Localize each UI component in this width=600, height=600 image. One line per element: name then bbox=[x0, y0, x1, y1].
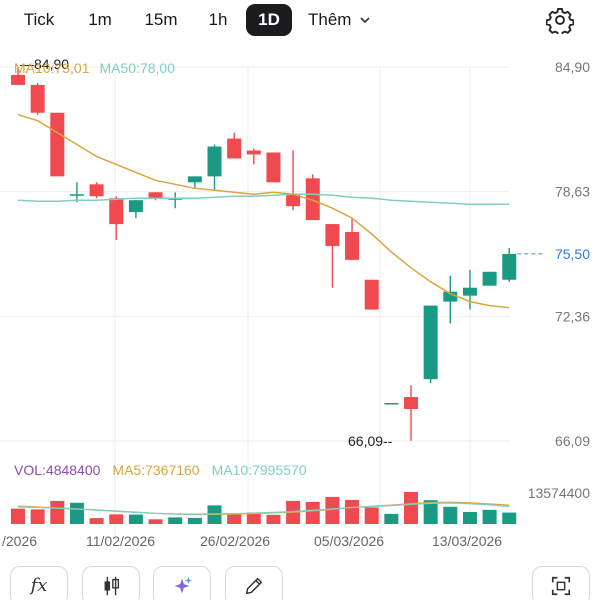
gear-icon[interactable] bbox=[546, 6, 574, 34]
draw-button[interactable] bbox=[225, 566, 283, 600]
current-price-label: 75,50 bbox=[555, 246, 590, 262]
tab-15m[interactable]: 15m bbox=[144, 10, 178, 29]
low-marker: 66,09-- bbox=[348, 433, 393, 449]
candle-body bbox=[345, 232, 360, 260]
candle-body bbox=[30, 84, 45, 113]
candle-body bbox=[443, 291, 458, 302]
volume-max-label: 13574400 bbox=[528, 485, 591, 501]
candle-body bbox=[364, 279, 379, 310]
volume-bar bbox=[246, 512, 261, 524]
pencil-icon bbox=[245, 577, 263, 595]
volume-legend: VOL:4848400 MA5:7367160 MA10:7995570 bbox=[14, 462, 307, 478]
more-dropdown[interactable]: Thêm bbox=[308, 4, 371, 36]
volume-bar bbox=[30, 509, 45, 524]
price-tick-label: 84,90 bbox=[555, 59, 590, 75]
ma10-label: MA10:73,01 bbox=[14, 60, 90, 76]
candle-type-button[interactable] bbox=[82, 566, 140, 600]
volume-bar bbox=[423, 500, 438, 524]
candle-body bbox=[207, 146, 222, 177]
volume-bar bbox=[50, 500, 65, 524]
volume-bar bbox=[462, 511, 477, 524]
volume-bar bbox=[227, 513, 242, 524]
candle-body bbox=[246, 150, 261, 155]
date-tick-label: 26/02/2026 bbox=[200, 533, 270, 549]
candle-body bbox=[305, 178, 320, 221]
candle-body bbox=[482, 271, 497, 286]
candle-body bbox=[286, 194, 301, 207]
vol-ma10-label: MA10:7995570 bbox=[211, 462, 307, 478]
volume-bar bbox=[305, 501, 320, 524]
bottom-toolbar: fx bbox=[0, 566, 600, 600]
candle-body bbox=[89, 184, 104, 197]
candle-body bbox=[109, 198, 124, 225]
volume-bar bbox=[187, 517, 202, 524]
volume-bar bbox=[345, 499, 360, 524]
candle-body bbox=[148, 192, 163, 199]
vol-label: VOL:4848400 bbox=[14, 462, 101, 478]
volume-bar bbox=[266, 514, 281, 524]
volume-bar bbox=[502, 512, 517, 524]
more-label: Thêm bbox=[308, 10, 352, 29]
volume-bar bbox=[384, 513, 399, 524]
candle-body bbox=[325, 224, 340, 246]
tab-1m[interactable]: 1m bbox=[88, 10, 112, 29]
fx-button[interactable]: fx bbox=[10, 566, 68, 600]
date-tick-label: 11/02/2026 bbox=[86, 533, 155, 549]
vol-ma5-label: MA5:7367160 bbox=[112, 462, 200, 478]
tab-1d[interactable]: 1D bbox=[246, 4, 292, 36]
price-tick-label: 72,36 bbox=[555, 308, 590, 324]
candle-body bbox=[462, 287, 477, 296]
candle-body bbox=[227, 138, 242, 159]
candle-body bbox=[50, 112, 65, 177]
candle-body bbox=[69, 194, 84, 196]
ma50-label: MA50:78,00 bbox=[99, 60, 176, 76]
candle-body bbox=[168, 198, 183, 200]
volume-bar bbox=[482, 509, 497, 524]
tab-1h[interactable]: 1h bbox=[208, 10, 228, 29]
volume-bar bbox=[148, 519, 163, 524]
volume-bar bbox=[109, 514, 124, 524]
timeframe-tabs: Tick 1m 15m 1h 1D Thêm bbox=[0, 0, 600, 40]
candle-body bbox=[11, 74, 25, 85]
candlestick-icon bbox=[104, 576, 120, 596]
date-tick-label: 13/03/2026 bbox=[432, 533, 502, 549]
volume-bar bbox=[404, 492, 418, 524]
volume-bar bbox=[325, 496, 340, 524]
vol-ma10-line bbox=[17, 502, 510, 515]
candle-body bbox=[128, 200, 143, 213]
ma50-line bbox=[17, 193, 510, 205]
date-tick-label: 05/03/2026 bbox=[314, 533, 384, 549]
ma10-line bbox=[17, 113, 510, 309]
date-tick-label: /2026 bbox=[2, 533, 37, 549]
ai-button[interactable] bbox=[153, 566, 211, 600]
candle-body bbox=[404, 397, 418, 409]
candle-body bbox=[384, 403, 399, 405]
volume-bar bbox=[128, 514, 143, 524]
volume-bar bbox=[11, 508, 25, 524]
fx-label: fx bbox=[30, 575, 48, 596]
price-tick-label: 78,63 bbox=[555, 184, 590, 200]
chevron-down-icon bbox=[360, 17, 371, 24]
price-tick-label: 66,09 bbox=[555, 433, 590, 449]
candle-body bbox=[187, 176, 202, 183]
fullscreen-button[interactable] bbox=[532, 566, 590, 600]
price-chart[interactable]: 84,90 78,63 72,36 66,09 —84,90 66,09-- 75,50 13… bbox=[0, 40, 600, 560]
volume-bar bbox=[168, 517, 183, 524]
sparkle-icon bbox=[174, 576, 193, 594]
candle-body bbox=[266, 152, 281, 183]
volume-bar bbox=[443, 506, 458, 524]
high-marker: —84,90 bbox=[20, 56, 69, 72]
tab-tick[interactable]: Tick bbox=[23, 10, 55, 29]
volume-bar bbox=[364, 507, 379, 524]
ma-legend: MA10:73,01 MA50:78,00 bbox=[14, 60, 175, 76]
volume-bar bbox=[89, 518, 104, 524]
candle-body bbox=[423, 305, 438, 380]
fullscreen-icon bbox=[551, 576, 571, 596]
volume-bar bbox=[69, 502, 84, 524]
candle-body bbox=[502, 253, 517, 280]
